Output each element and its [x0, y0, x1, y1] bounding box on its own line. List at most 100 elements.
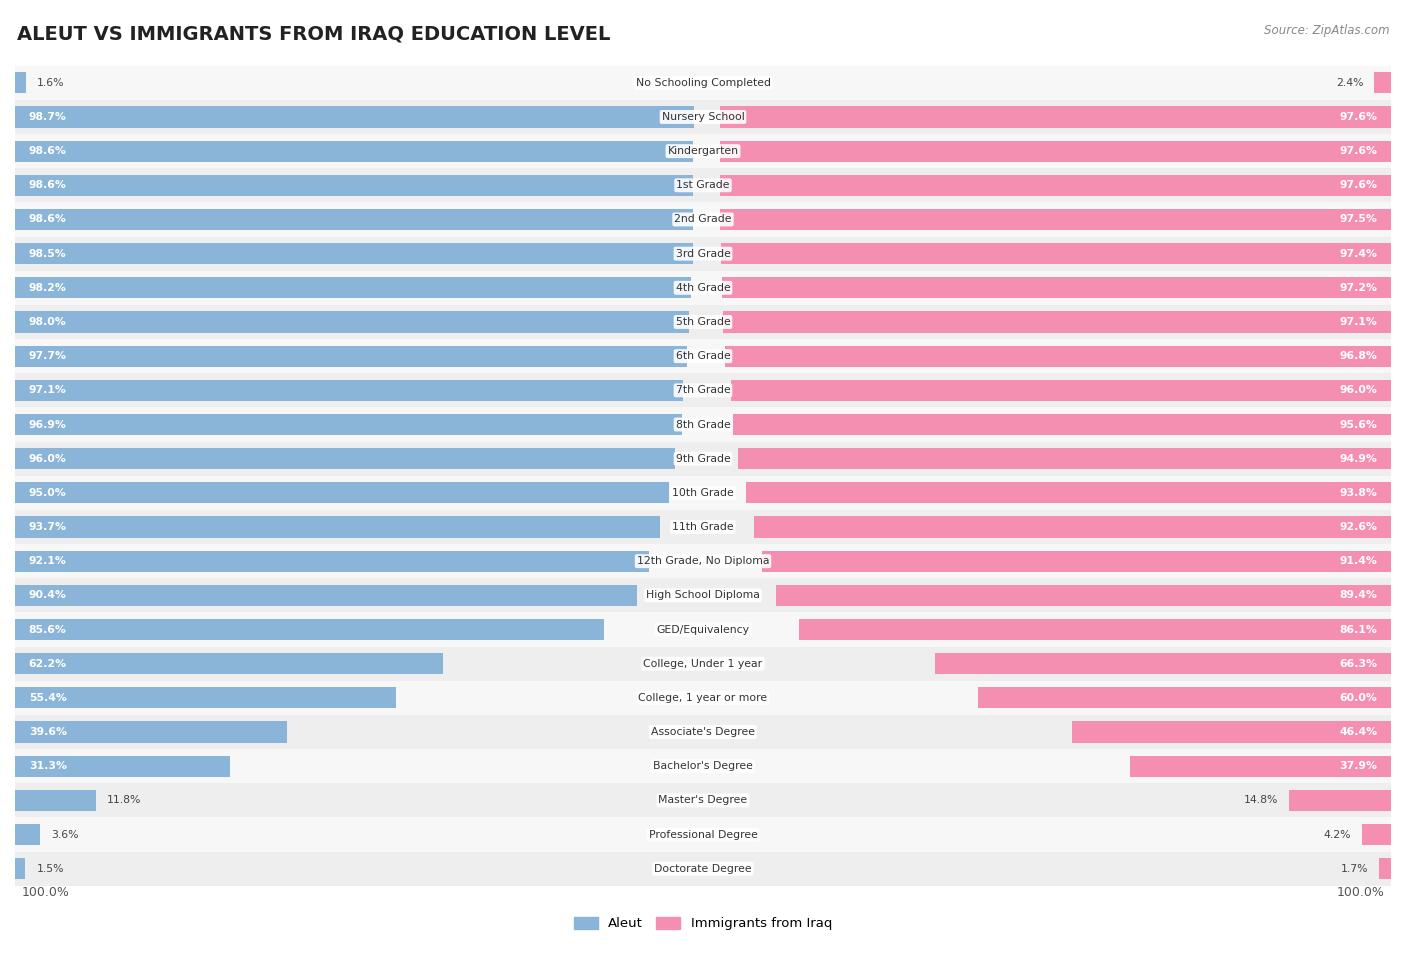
Bar	[723, 311, 1391, 332]
Text: 97.6%: 97.6%	[1340, 146, 1378, 156]
Bar	[15, 619, 605, 641]
Text: 93.7%: 93.7%	[28, 522, 66, 532]
Bar	[1071, 722, 1391, 743]
Bar	[15, 790, 96, 811]
Text: 9th Grade: 9th Grade	[676, 453, 730, 464]
Bar	[776, 585, 1391, 605]
Bar	[15, 99, 1391, 134]
Bar	[15, 851, 1391, 886]
Text: 4th Grade: 4th Grade	[676, 283, 730, 292]
Bar	[754, 517, 1391, 537]
Text: No Schooling Completed: No Schooling Completed	[636, 78, 770, 88]
Bar	[720, 175, 1391, 196]
Bar	[1362, 824, 1391, 845]
Text: 98.6%: 98.6%	[28, 214, 66, 224]
Text: 39.6%: 39.6%	[28, 727, 66, 737]
Bar	[15, 243, 693, 264]
Text: 5th Grade: 5th Grade	[676, 317, 730, 327]
Bar	[15, 65, 1391, 99]
Text: 12th Grade, No Diploma: 12th Grade, No Diploma	[637, 556, 769, 566]
Text: 98.6%: 98.6%	[28, 146, 66, 156]
Text: 97.1%: 97.1%	[28, 385, 66, 395]
Bar	[15, 408, 1391, 442]
Bar	[799, 619, 1391, 641]
Text: 1st Grade: 1st Grade	[676, 180, 730, 190]
Text: Master's Degree: Master's Degree	[658, 796, 748, 805]
Text: 3rd Grade: 3rd Grade	[675, 249, 731, 258]
Text: 62.2%: 62.2%	[28, 659, 67, 669]
Text: 93.8%: 93.8%	[1340, 488, 1378, 498]
Text: Bachelor's Degree: Bachelor's Degree	[652, 761, 754, 771]
Bar	[15, 345, 688, 367]
Text: 46.4%: 46.4%	[1339, 727, 1378, 737]
Text: 85.6%: 85.6%	[28, 625, 66, 635]
Bar	[720, 140, 1391, 162]
Bar	[15, 817, 1391, 851]
Bar	[723, 277, 1391, 298]
Bar	[1379, 858, 1391, 879]
Bar	[15, 476, 1391, 510]
Bar	[738, 448, 1391, 469]
Bar	[15, 237, 1391, 271]
Bar	[15, 134, 1391, 169]
Bar	[721, 243, 1391, 264]
Bar	[15, 169, 1391, 203]
Text: 2nd Grade: 2nd Grade	[675, 214, 731, 224]
Text: 7th Grade: 7th Grade	[676, 385, 730, 395]
Bar	[15, 715, 1391, 749]
Text: 90.4%: 90.4%	[28, 590, 66, 601]
Text: High School Diploma: High School Diploma	[647, 590, 759, 601]
Text: 8th Grade: 8th Grade	[676, 419, 730, 430]
Bar	[15, 653, 443, 675]
Text: GED/Equivalency: GED/Equivalency	[657, 625, 749, 635]
Bar	[15, 414, 682, 435]
Bar	[15, 551, 648, 571]
Bar	[15, 175, 693, 196]
Text: 97.6%: 97.6%	[1340, 112, 1378, 122]
Text: 100.0%: 100.0%	[1336, 886, 1384, 899]
Text: 37.9%: 37.9%	[1340, 761, 1378, 771]
Bar	[720, 209, 1391, 230]
Text: 95.0%: 95.0%	[28, 488, 66, 498]
Bar	[15, 483, 669, 503]
Text: 66.3%: 66.3%	[1339, 659, 1378, 669]
Bar	[15, 510, 1391, 544]
Bar	[935, 653, 1391, 675]
Text: 98.2%: 98.2%	[28, 283, 66, 292]
Text: 2.4%: 2.4%	[1336, 78, 1364, 88]
Bar	[15, 722, 287, 743]
Text: 98.7%: 98.7%	[28, 112, 66, 122]
Bar	[15, 544, 1391, 578]
Bar	[15, 824, 39, 845]
Bar	[1375, 72, 1391, 94]
Bar	[15, 448, 675, 469]
Bar	[15, 612, 1391, 646]
Text: College, Under 1 year: College, Under 1 year	[644, 659, 762, 669]
Bar	[15, 646, 1391, 681]
Text: 55.4%: 55.4%	[28, 693, 66, 703]
Text: 98.5%: 98.5%	[28, 249, 66, 258]
Text: 91.4%: 91.4%	[1340, 556, 1378, 566]
Text: College, 1 year or more: College, 1 year or more	[638, 693, 768, 703]
Text: 11.8%: 11.8%	[107, 796, 142, 805]
Text: 14.8%: 14.8%	[1244, 796, 1278, 805]
Text: Doctorate Degree: Doctorate Degree	[654, 864, 752, 874]
Bar	[731, 379, 1391, 401]
Bar	[15, 756, 231, 777]
Bar	[15, 749, 1391, 783]
Text: 10th Grade: 10th Grade	[672, 488, 734, 498]
Text: 1.5%: 1.5%	[37, 864, 63, 874]
Bar	[15, 858, 25, 879]
Bar	[15, 277, 690, 298]
Text: 96.0%: 96.0%	[28, 453, 66, 464]
Bar	[1289, 790, 1391, 811]
Text: 60.0%: 60.0%	[1340, 693, 1378, 703]
Text: Source: ZipAtlas.com: Source: ZipAtlas.com	[1264, 24, 1389, 37]
Text: Professional Degree: Professional Degree	[648, 830, 758, 839]
Text: 31.3%: 31.3%	[28, 761, 66, 771]
Text: 97.6%: 97.6%	[1340, 180, 1378, 190]
Bar	[15, 681, 1391, 715]
Text: 97.7%: 97.7%	[28, 351, 66, 361]
Bar	[15, 203, 1391, 237]
Bar	[15, 442, 1391, 476]
